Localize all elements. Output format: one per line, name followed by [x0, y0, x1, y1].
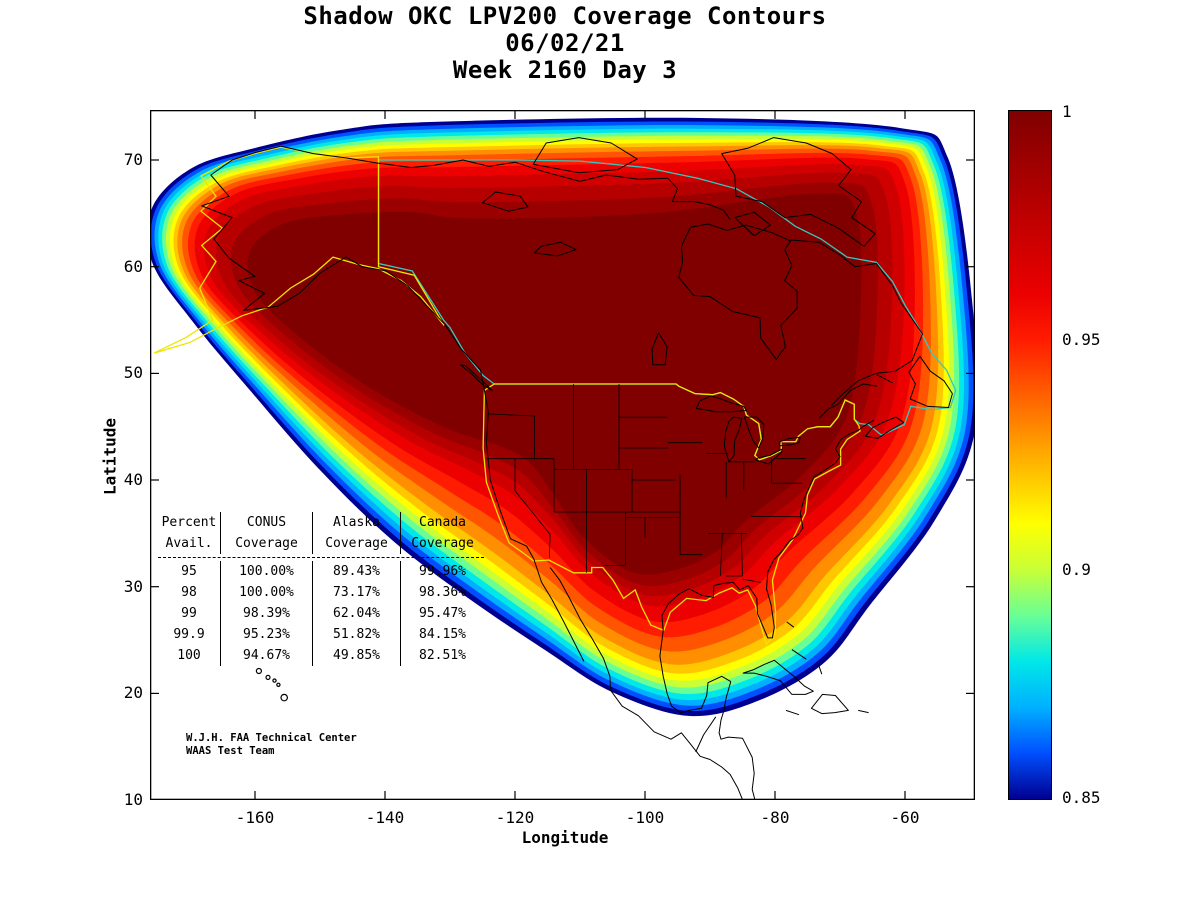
- table-cell: 95: [181, 564, 197, 579]
- credit-annotation: W.J.H. FAA Technical Center WAAS Test Te…: [186, 732, 357, 758]
- region-outlines: [153, 146, 957, 646]
- x-tick-label: -100: [625, 808, 665, 827]
- table-header-cell: Alaska: [312, 512, 400, 533]
- x-tick-label: -60: [890, 808, 920, 827]
- table-cell: 89.43%: [312, 561, 400, 582]
- y-tick-label: 50: [123, 363, 143, 382]
- table-cell: 98.39%: [220, 603, 312, 624]
- colorbar-tick-label: 0.95: [1062, 330, 1101, 349]
- colorbar-tick-label: 0.85: [1062, 788, 1101, 807]
- chart-title-line3: Week 2160 Day 3: [452, 56, 678, 84]
- table-cell: 98.36%: [400, 582, 484, 603]
- table-cell: 100.00%: [220, 582, 312, 603]
- colorbar: [1008, 110, 1052, 800]
- y-axis-label: Latitude: [100, 417, 120, 496]
- hawaii-islands: [255, 667, 289, 702]
- table-cell: 100: [177, 648, 201, 663]
- credit-line1: W.J.H. FAA Technical Center: [186, 732, 357, 744]
- chart-title-line1: Shadow OKC LPV200 Coverage Contours: [303, 2, 827, 30]
- coastlines: [201, 137, 953, 805]
- conus-outline: [482, 383, 861, 646]
- y-tick-label: 60: [123, 257, 143, 276]
- plot-border: [149, 109, 976, 801]
- alaska-outline: [153, 146, 445, 354]
- plot-area: [146, 109, 978, 805]
- coverage-contour-map: [146, 109, 978, 805]
- table-header-cell: Coverage: [312, 533, 400, 554]
- x-tick-label: -140: [365, 808, 405, 827]
- x-tick-label: -160: [235, 808, 275, 827]
- y-tick-label: 10: [123, 790, 143, 809]
- table-cell: 100.00%: [220, 561, 312, 582]
- chart-title-line2: 06/02/21: [505, 29, 625, 57]
- table-header-cell: Coverage: [400, 533, 484, 554]
- x-axis-label: Longitude: [521, 828, 609, 847]
- y-tick-label: 20: [123, 683, 143, 702]
- table-header-cell: Avail.: [165, 536, 213, 551]
- colorbar-tick-label: 1: [1062, 102, 1072, 121]
- y-tick-label: 30: [123, 577, 143, 596]
- table-cell: 82.51%: [400, 645, 484, 666]
- table-cell: 95.23%: [220, 624, 312, 645]
- coverage-stats-table: Percent CONUS Alaska Canada Avail. Cover…: [158, 512, 484, 666]
- colorbar-tick-label: 0.9: [1062, 560, 1091, 579]
- state-borders: [486, 384, 806, 583]
- table-cell: 99.96%: [400, 561, 484, 582]
- table-cell: 62.04%: [312, 603, 400, 624]
- table-cell: 95.47%: [400, 603, 484, 624]
- table-cell: 51.82%: [312, 624, 400, 645]
- table-header-divider: [158, 557, 484, 558]
- x-tick-label: -120: [495, 808, 535, 827]
- y-tick-label: 40: [123, 470, 143, 489]
- x-tick-label: -80: [760, 808, 790, 827]
- table-cell: 94.67%: [220, 645, 312, 666]
- table-header-cell: Coverage: [220, 533, 312, 554]
- table-cell: 49.85%: [312, 645, 400, 666]
- table-cell: 99: [181, 606, 197, 621]
- table-cell: 99.9: [173, 627, 205, 642]
- credit-line2: WAAS Test Team: [186, 745, 275, 757]
- table-cell: 98: [181, 585, 197, 600]
- y-tick-label: 70: [123, 150, 143, 169]
- table-cell: 73.17%: [312, 582, 400, 603]
- table-header-cell: Percent: [161, 515, 217, 530]
- table-header-cell: Canada: [400, 512, 484, 533]
- table-header-cell: CONUS: [220, 512, 312, 533]
- table-cell: 84.15%: [400, 624, 484, 645]
